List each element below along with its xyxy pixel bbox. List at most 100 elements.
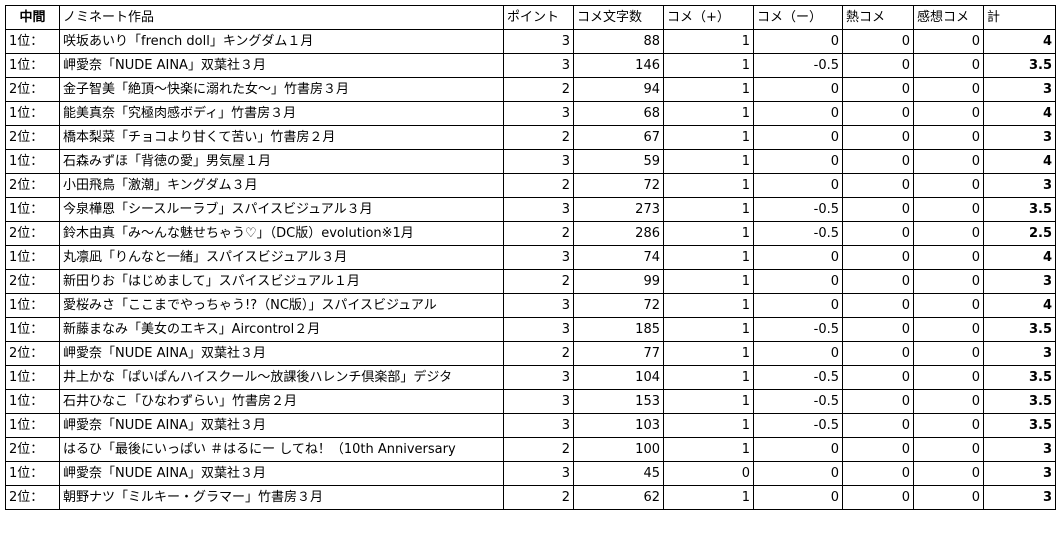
comment-minus-cell[interactable]: 0 [753,293,843,318]
comment-plus-cell[interactable]: 1 [663,173,754,198]
impression-comment-cell[interactable]: 0 [913,173,984,198]
impression-comment-cell[interactable]: 0 [913,221,984,246]
points-cell[interactable]: 3 [503,29,574,54]
title-cell[interactable]: 石森みずほ「背徳の愛」男気屋１月 [59,149,504,174]
comment-plus-cell[interactable]: 1 [663,77,754,102]
total-cell[interactable]: 3 [983,341,1056,366]
comment-minus-cell[interactable]: 0 [753,461,843,486]
total-cell[interactable]: 3.5 [983,413,1056,438]
rank-cell[interactable]: 2位： [5,341,60,366]
comment-plus-cell[interactable]: 1 [663,125,754,150]
comment-chars-cell[interactable]: 99 [573,269,664,294]
comment-plus-cell[interactable]: 1 [663,221,754,246]
impression-comment-cell[interactable]: 0 [913,437,984,462]
hot-comment-cell[interactable]: 0 [842,53,914,78]
header-title[interactable]: ノミネート作品 [59,5,504,30]
points-cell[interactable]: 2 [503,77,574,102]
comment-plus-cell[interactable]: 1 [663,149,754,174]
header-hot-comment[interactable]: 熱コメ [842,5,914,30]
title-cell[interactable]: 朝野ナツ「ミルキー・グラマー」竹書房３月 [59,485,504,510]
total-cell[interactable]: 3 [983,485,1056,510]
comment-chars-cell[interactable]: 88 [573,29,664,54]
comment-chars-cell[interactable]: 72 [573,173,664,198]
points-cell[interactable]: 3 [503,101,574,126]
comment-minus-cell[interactable]: -0.5 [753,221,843,246]
rank-cell[interactable]: 2位： [5,485,60,510]
comment-plus-cell[interactable]: 1 [663,29,754,54]
header-comment-chars[interactable]: コメ文字数 [573,5,664,30]
comment-minus-cell[interactable]: -0.5 [753,413,843,438]
comment-minus-cell[interactable]: -0.5 [753,317,843,342]
impression-comment-cell[interactable]: 0 [913,365,984,390]
header-comment-minus[interactable]: コメ（ー） [753,5,843,30]
title-cell[interactable]: 岬愛奈「NUDE AINA」双葉社３月 [59,341,504,366]
hot-comment-cell[interactable]: 0 [842,77,914,102]
comment-minus-cell[interactable]: -0.5 [753,53,843,78]
comment-chars-cell[interactable]: 153 [573,389,664,414]
impression-comment-cell[interactable]: 0 [913,197,984,222]
impression-comment-cell[interactable]: 0 [913,269,984,294]
impression-comment-cell[interactable]: 0 [913,413,984,438]
comment-chars-cell[interactable]: 104 [573,365,664,390]
title-cell[interactable]: 能美真奈「究極肉感ボディ」竹書房３月 [59,101,504,126]
points-cell[interactable]: 2 [503,173,574,198]
rank-cell[interactable]: 1位： [5,389,60,414]
comment-plus-cell[interactable]: 1 [663,197,754,222]
comment-chars-cell[interactable]: 59 [573,149,664,174]
total-cell[interactable]: 4 [983,29,1056,54]
points-cell[interactable]: 3 [503,293,574,318]
header-impression-comment[interactable]: 感想コメ [913,5,984,30]
points-cell[interactable]: 2 [503,437,574,462]
total-cell[interactable]: 3.5 [983,317,1056,342]
rank-cell[interactable]: 1位： [5,149,60,174]
impression-comment-cell[interactable]: 0 [913,317,984,342]
points-cell[interactable]: 3 [503,413,574,438]
hot-comment-cell[interactable]: 0 [842,461,914,486]
comment-plus-cell[interactable]: 0 [663,461,754,486]
comment-chars-cell[interactable]: 273 [573,197,664,222]
title-cell[interactable]: 新藤まなみ「美女のエキス」Aircontrol２月 [59,317,504,342]
comment-plus-cell[interactable]: 1 [663,341,754,366]
hot-comment-cell[interactable]: 0 [842,389,914,414]
comment-chars-cell[interactable]: 74 [573,245,664,270]
comment-minus-cell[interactable]: 0 [753,125,843,150]
total-cell[interactable]: 3 [983,461,1056,486]
comment-plus-cell[interactable]: 1 [663,365,754,390]
rank-cell[interactable]: 2位： [5,77,60,102]
comment-plus-cell[interactable]: 1 [663,269,754,294]
hot-comment-cell[interactable]: 0 [842,149,914,174]
points-cell[interactable]: 3 [503,53,574,78]
hot-comment-cell[interactable]: 0 [842,437,914,462]
points-cell[interactable]: 3 [503,197,574,222]
comment-chars-cell[interactable]: 67 [573,125,664,150]
comment-chars-cell[interactable]: 100 [573,437,664,462]
points-cell[interactable]: 3 [503,245,574,270]
title-cell[interactable]: 鈴木由真「み～んな魅せちゃう♡」（DC版）evolution※1月 [59,221,504,246]
comment-minus-cell[interactable]: 0 [753,341,843,366]
hot-comment-cell[interactable]: 0 [842,173,914,198]
comment-minus-cell[interactable]: 0 [753,101,843,126]
comment-minus-cell[interactable]: 0 [753,77,843,102]
comment-minus-cell[interactable]: 0 [753,29,843,54]
total-cell[interactable]: 3.5 [983,53,1056,78]
comment-minus-cell[interactable]: 0 [753,269,843,294]
rank-cell[interactable]: 1位： [5,293,60,318]
title-cell[interactable]: 今泉樺恩「シースルーラブ」スパイスビジュアル３月 [59,197,504,222]
rank-cell[interactable]: 1位： [5,461,60,486]
rank-cell[interactable]: 1位： [5,245,60,270]
hot-comment-cell[interactable]: 0 [842,221,914,246]
total-cell[interactable]: 3 [983,269,1056,294]
impression-comment-cell[interactable]: 0 [913,101,984,126]
comment-chars-cell[interactable]: 68 [573,101,664,126]
hot-comment-cell[interactable]: 0 [842,485,914,510]
total-cell[interactable]: 4 [983,101,1056,126]
total-cell[interactable]: 4 [983,245,1056,270]
hot-comment-cell[interactable]: 0 [842,341,914,366]
impression-comment-cell[interactable]: 0 [913,341,984,366]
impression-comment-cell[interactable]: 0 [913,485,984,510]
header-total[interactable]: 計 [983,5,1056,30]
points-cell[interactable]: 2 [503,221,574,246]
title-cell[interactable]: 愛桜みさ「ここまでやっちゃう!?（NC版）」スパイスビジュアル [59,293,504,318]
total-cell[interactable]: 4 [983,149,1056,174]
points-cell[interactable]: 2 [503,341,574,366]
